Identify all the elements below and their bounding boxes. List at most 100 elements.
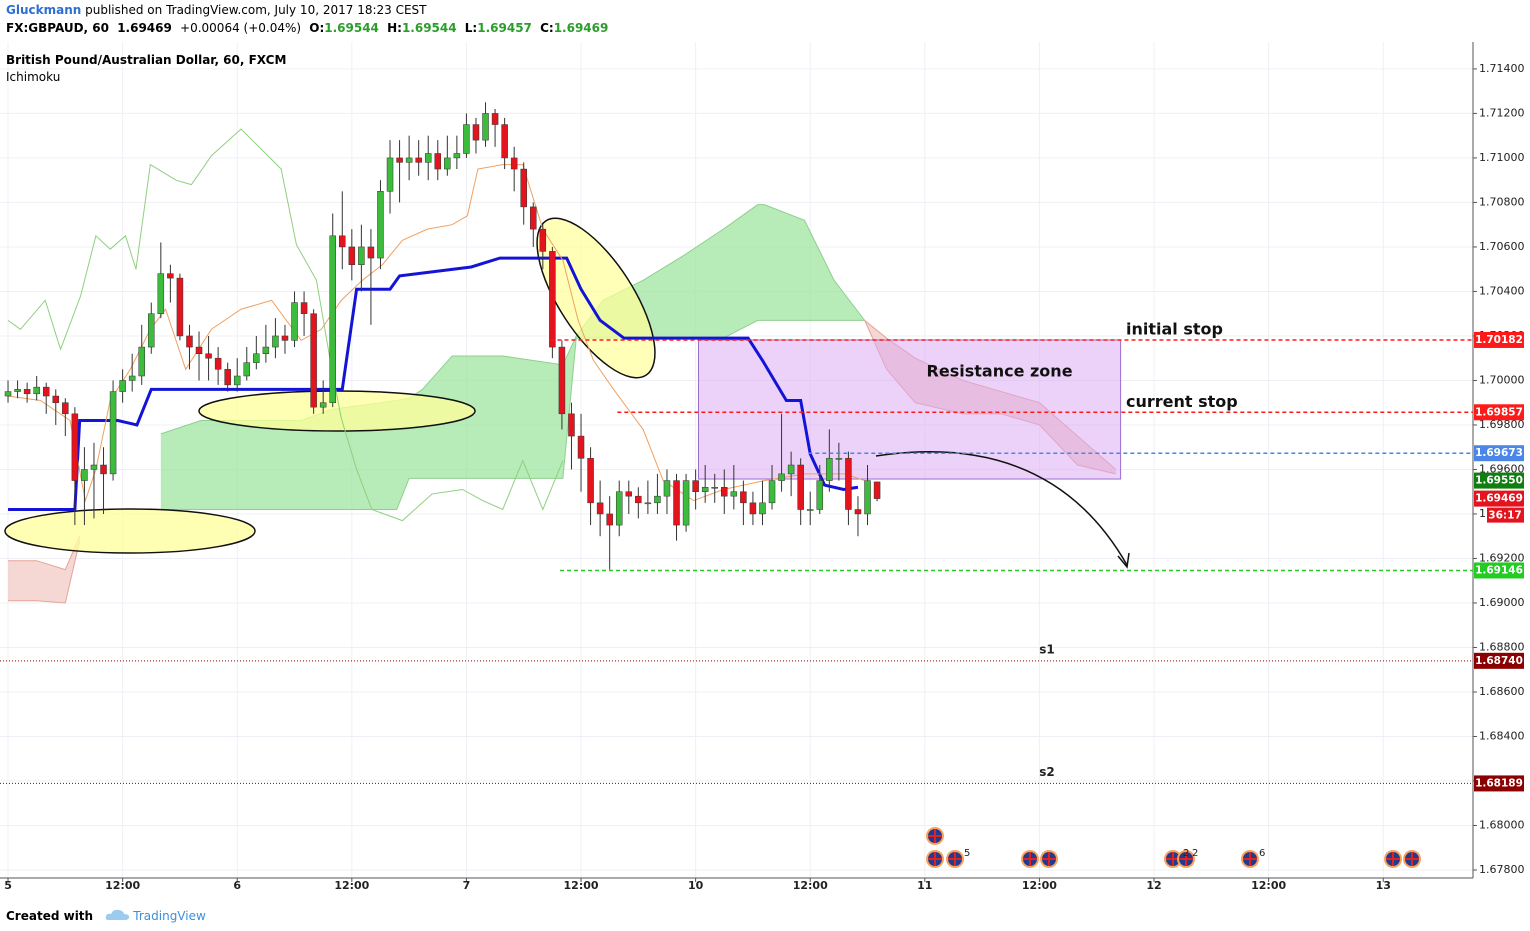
candle-body [501, 124, 508, 159]
candle-body [472, 124, 480, 141]
x-tick-label: 12:00 [564, 879, 599, 892]
candle-body [291, 302, 298, 341]
candle-body [157, 273, 165, 314]
candle-body [778, 473, 785, 481]
candle-body [864, 480, 871, 515]
candle-body [205, 353, 212, 359]
event-count: 2 [1192, 848, 1198, 859]
x-tick-label: 5 [4, 879, 12, 892]
candle-body [444, 157, 451, 170]
highlight [198, 390, 476, 432]
candle-body [759, 502, 766, 515]
candle-body [14, 389, 21, 392]
last-price-text: 1.69469 [1475, 493, 1523, 505]
y-tick-label: 1.71200 [1479, 106, 1525, 119]
indicator-line [7, 164, 865, 503]
x-tick-label: 10 [688, 879, 704, 892]
candle-body [243, 362, 251, 377]
candle-body [119, 380, 126, 392]
candle-body [23, 389, 31, 395]
candle-body [329, 235, 336, 403]
y-tick-label: 1.67800 [1479, 863, 1525, 876]
candle-body [424, 153, 432, 163]
level-price-box [1474, 404, 1524, 421]
cloud [8, 536, 80, 603]
candle-body [692, 480, 699, 492]
event-flag-cross [928, 829, 942, 843]
ohlc-label: O: [309, 21, 325, 35]
candle-body [81, 469, 88, 481]
symbol: FX:GBPAUD, 60 [6, 21, 109, 35]
level-price-box [1474, 562, 1524, 579]
candle-body [253, 353, 260, 363]
event-count: 2 [1183, 848, 1189, 859]
x-tick-label: 13 [1376, 879, 1391, 892]
level-name: initial stop [1126, 319, 1223, 338]
candle-body [167, 273, 174, 279]
candle-body [319, 402, 327, 408]
candle-body [711, 487, 718, 489]
candle-body [625, 491, 633, 497]
ohlc-label: H: [387, 21, 402, 35]
candle-body [510, 157, 518, 170]
last-price-box [1474, 490, 1524, 507]
ohlc-value: 1.69457 [477, 21, 532, 35]
candle-body [281, 335, 289, 341]
y-tick-label: 1.69600 [1479, 462, 1525, 475]
candle-body [539, 228, 547, 252]
candle-body [109, 391, 117, 475]
candle-body [377, 191, 384, 259]
candle-body [721, 487, 728, 497]
y-tick-label: 1.71400 [1479, 62, 1525, 75]
candle-body [845, 458, 852, 510]
event-flag-cross [1405, 852, 1419, 866]
candle-body [186, 335, 193, 348]
symbol-line: FX:GBPAUD, 60 1.69469 +0.00064 (+0.04%) … [6, 21, 612, 35]
candle-body [854, 509, 862, 515]
candle-body [434, 153, 442, 170]
level-price-text: 1.70182 [1475, 334, 1523, 346]
axis-marker-text: 1.69550 [1475, 475, 1523, 487]
candle-body [768, 480, 776, 504]
level-price-text: 1.69857 [1475, 406, 1523, 418]
cloud-lower [160, 319, 865, 511]
candle-body [730, 491, 738, 497]
x-tick-label: 7 [463, 879, 471, 892]
header-line: Gluckmann published on TradingView.com, … [6, 3, 431, 17]
ohlc-value: 1.69544 [401, 21, 457, 35]
candle-body [463, 124, 470, 154]
event-flag-cross [928, 852, 942, 866]
candle-body [787, 464, 795, 475]
level-price-text: 1.69146 [1475, 564, 1523, 576]
candle-body [128, 375, 136, 381]
x-tick-label: 11 [917, 879, 932, 892]
event-flag-cross [1023, 852, 1037, 866]
change: +0.00064 (+0.04%) [180, 21, 302, 35]
footer: Created with TradingView [6, 906, 210, 923]
candle-body [42, 386, 50, 397]
level-price-box [1474, 652, 1524, 669]
level-price-box [1474, 331, 1524, 348]
candle-body [587, 458, 594, 504]
event-count: 6 [1259, 848, 1265, 859]
ohlc-value: 1.69469 [553, 21, 609, 35]
candle-body [654, 495, 661, 504]
candle-body [100, 464, 107, 475]
arrow-head [1117, 552, 1130, 569]
y-tick-label: 1.68400 [1479, 729, 1525, 742]
highlight [4, 508, 256, 554]
level-price-text: 1.69673 [1475, 447, 1523, 459]
candle-body [596, 502, 604, 515]
logo [106, 909, 130, 920]
candle-body [568, 413, 575, 437]
candle-body [520, 168, 527, 208]
y-tick-label: 1.68600 [1479, 685, 1525, 698]
last-price: 1.69469 [117, 21, 172, 35]
level-name: s1 [1039, 642, 1055, 656]
author[interactable]: Gluckmann [6, 3, 82, 17]
brand[interactable]: TradingView [133, 909, 206, 923]
candle-body [138, 346, 145, 377]
candle-body [176, 277, 184, 337]
candle-body [386, 157, 394, 192]
candle-body [491, 113, 499, 125]
